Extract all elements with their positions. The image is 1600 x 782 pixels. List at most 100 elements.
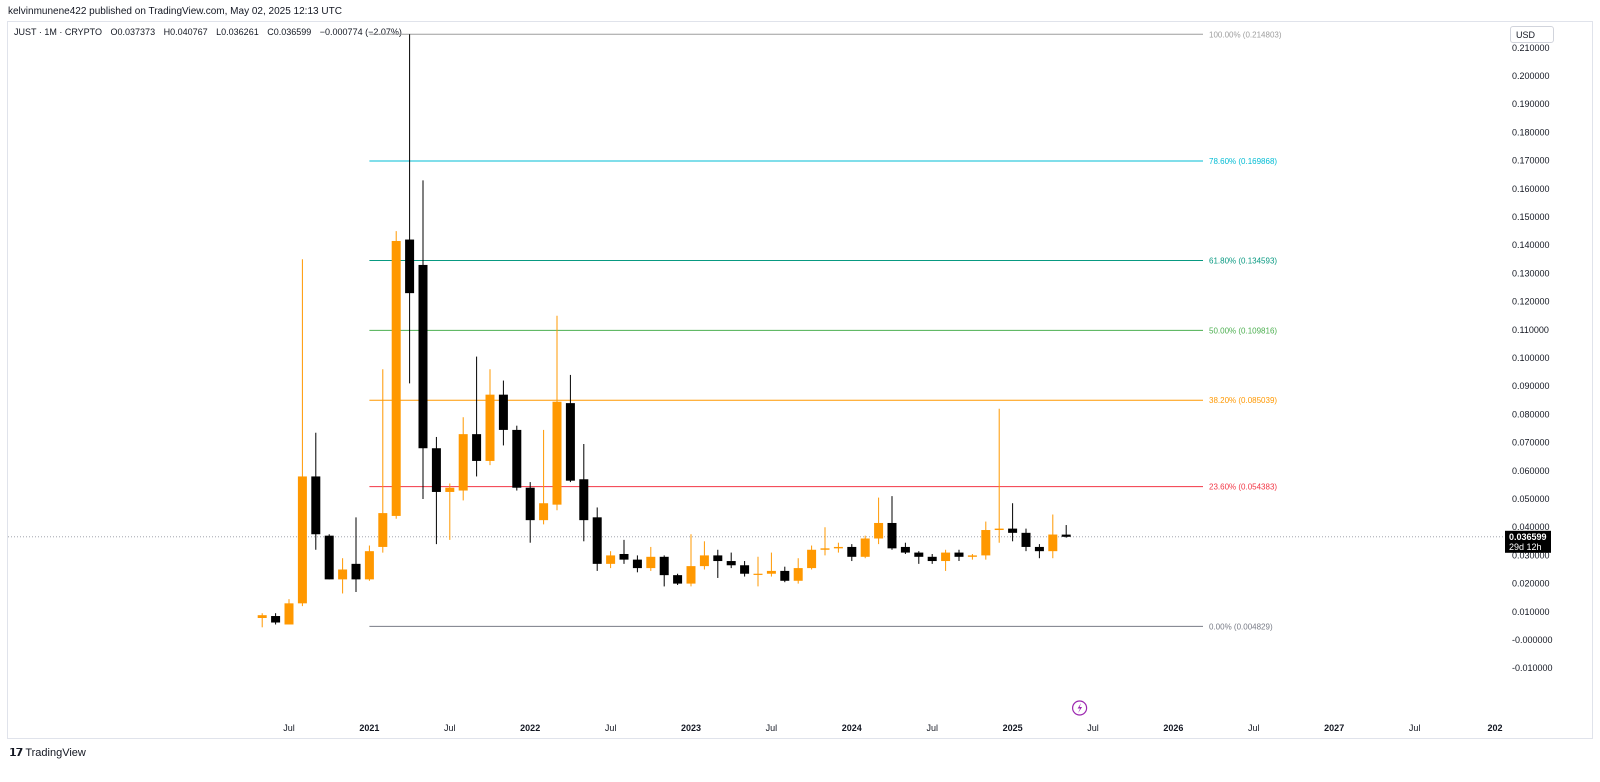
y-tick-label: 0.100000 [1512, 353, 1550, 363]
candle-body [713, 555, 723, 562]
candle-body [1034, 546, 1044, 552]
candle-body [780, 570, 790, 581]
candle-body [914, 552, 924, 557]
x-tick-label: Jul [1409, 723, 1421, 733]
candle-body [338, 569, 348, 580]
candle-body [552, 401, 562, 505]
fib-level-label: 0.00% (0.004829) [1209, 622, 1273, 631]
y-tick-label: 0.150000 [1512, 212, 1550, 222]
candle-body [498, 394, 508, 430]
candle-body [364, 551, 374, 580]
candle-body [1021, 532, 1031, 547]
candle-body [1061, 534, 1071, 537]
candle-body [927, 556, 937, 562]
symbol-name[interactable]: JUST · 1M · CRYPTO [14, 27, 103, 37]
x-tick-label: 2025 [1003, 723, 1023, 733]
y-tick-label: 0.010000 [1512, 607, 1550, 617]
candle-body [874, 522, 884, 539]
candle-body [673, 575, 683, 584]
symbol-legend: JUST · 1M · CRYPTO O0.037373 H0.040767 L… [14, 27, 408, 37]
fib-level-label: 38.20% (0.085039) [1209, 396, 1277, 405]
y-tick-label: 0.170000 [1512, 156, 1550, 166]
x-tick-label: Jul [766, 723, 778, 733]
candle-body [418, 264, 428, 449]
candle-body [606, 555, 616, 564]
candle-body [981, 530, 991, 556]
bar-countdown-text: 29d 12h [1509, 542, 1542, 552]
fib-level-label: 100.00% (0.214803) [1209, 30, 1282, 39]
y-tick-label: -0.000000 [1512, 635, 1553, 645]
candle-body [740, 565, 750, 574]
candle-body [659, 556, 669, 576]
tradingview-logo-text: TradingView [25, 746, 86, 759]
x-tick-label: Jul [1248, 723, 1260, 733]
x-tick-label: Jul [605, 723, 617, 733]
y-tick-label: 0.130000 [1512, 268, 1550, 278]
candle-body [351, 563, 361, 580]
candle-body [565, 403, 575, 481]
candle-body [941, 552, 951, 562]
candle-body [485, 394, 495, 461]
x-tick-label: Jul [283, 723, 295, 733]
fib-level-label: 50.00% (0.109816) [1209, 326, 1277, 335]
y-tick-label: 0.110000 [1512, 325, 1549, 335]
y-tick-label: 0.030000 [1512, 550, 1550, 560]
candle-body [860, 538, 870, 557]
candle-body [632, 559, 642, 569]
open-value: O0.037373 [110, 27, 156, 37]
candle-body [967, 555, 977, 557]
current-price-text: 0.036599 [1509, 532, 1547, 542]
candle-body [994, 528, 1004, 531]
publisher-line: kelvinmunene422 published on TradingView… [8, 6, 342, 17]
price-axis-label-bg [1505, 530, 1551, 553]
candle-body [699, 555, 709, 567]
fib-level-label: 61.80% (0.134593) [1209, 256, 1277, 265]
y-tick-label: 0.060000 [1512, 466, 1550, 476]
x-tick-label: 2026 [1163, 723, 1183, 733]
candle-body [686, 566, 696, 584]
candle-body [900, 546, 910, 553]
y-tick-label: -0.010000 [1512, 663, 1553, 673]
candle-body [284, 603, 294, 625]
candle-body [793, 568, 803, 581]
lightning-icon [1077, 703, 1083, 713]
low-value: L0.036261 [216, 27, 259, 37]
x-tick-label: 2021 [359, 723, 379, 733]
candle-body [646, 556, 656, 569]
candle-body [820, 548, 830, 550]
fib-level-label: 78.60% (0.169868) [1209, 157, 1277, 166]
currency-selector[interactable]: USD [1510, 26, 1554, 43]
high-value: H0.040767 [163, 27, 208, 37]
y-tick-label: 0.210000 [1512, 43, 1550, 53]
candle-body [619, 553, 629, 560]
candle-body [324, 535, 334, 580]
candle-body [1048, 534, 1058, 552]
x-tick-label: 2022 [520, 723, 540, 733]
x-tick-label: 2027 [1324, 723, 1344, 733]
close-value: C0.036599 [267, 27, 312, 37]
y-tick-label: 0.190000 [1512, 99, 1550, 109]
y-tick-label: 0.180000 [1512, 127, 1550, 137]
y-tick-label: 0.040000 [1512, 522, 1550, 532]
tradingview-logo[interactable]: 𝟭𝟳 TradingView [9, 746, 86, 760]
candle-body [297, 476, 307, 604]
y-tick-label: 0.090000 [1512, 381, 1550, 391]
change-value: −0.000774 (−2.07%) [319, 27, 402, 37]
y-tick-label: 0.200000 [1512, 71, 1550, 81]
candle-body [954, 552, 964, 557]
candle-body [887, 522, 897, 549]
candle-body [525, 487, 535, 521]
candle-body [1008, 528, 1018, 533]
candle-body [726, 561, 736, 566]
candle-body [431, 448, 441, 492]
candle-body [807, 549, 817, 569]
candle-body [579, 479, 589, 521]
tradingview-logo-icon: 𝟭𝟳 [9, 747, 23, 759]
y-tick-label: 0.080000 [1512, 409, 1550, 419]
candle-body [833, 546, 843, 549]
y-tick-label: 0.070000 [1512, 438, 1550, 448]
x-tick-label: Jul [926, 723, 938, 733]
y-tick-label: 0.020000 [1512, 579, 1550, 589]
